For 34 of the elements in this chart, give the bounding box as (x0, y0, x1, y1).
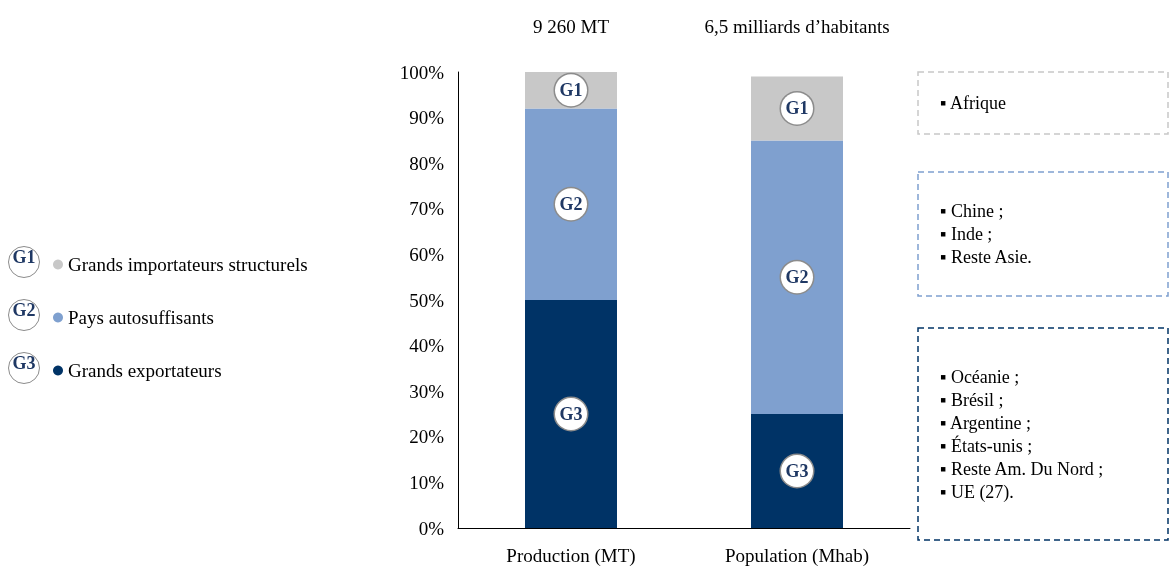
y-tick-label: 40% (409, 335, 445, 357)
y-tick-label: 80% (409, 152, 445, 174)
data-label: G2 (785, 267, 809, 288)
legend-label: Pays autosuffisants (68, 307, 214, 328)
text: ▪ Chine ; ▪ Inde ; ▪ Reste Asie. (940, 201, 1032, 267)
y-tick-label: 20% (409, 426, 445, 448)
text: G1 (12, 247, 36, 267)
data-label: G2 (559, 194, 583, 215)
bar (751, 140, 843, 414)
text: ▪ Océanie ; ▪ Brésil ; ▪ Argentine ; ▪ États-unis ; ▪ Reste Am. Du Nord ; ▪ UE (27). (940, 366, 1104, 503)
x-tick-label: Production (MT) (506, 545, 636, 567)
text: 9 260 MT (533, 15, 610, 37)
y-tick-label: 70% (409, 198, 445, 220)
bar (751, 414, 843, 528)
x-tick-label: Population (Mhab) (724, 545, 870, 567)
data-label: G3 (785, 461, 809, 481)
data-label: G1 (785, 98, 809, 119)
y-tick-label: 100% (399, 61, 445, 83)
legend-label: Grands importateurs structurels (68, 254, 308, 275)
bar (525, 300, 617, 528)
y-tick-label: 30% (409, 380, 445, 402)
text: G2 (12, 300, 36, 320)
bar (525, 108, 617, 300)
text: G3 (12, 353, 36, 373)
y-tick-label: 60% (409, 243, 445, 265)
text: ▪ Afrique (940, 93, 1006, 113)
legend-label: Grands exportateurs (68, 360, 222, 381)
text: 6,5 milliards d’habitants (704, 15, 890, 37)
y-tick-label: 10% (409, 471, 445, 493)
data-label: G3 (559, 404, 583, 424)
y-tick-label: 90% (409, 107, 445, 129)
data-label: G1 (559, 80, 583, 101)
y-tick-label: 0% (418, 517, 445, 539)
y-tick-label: 50% (409, 289, 445, 311)
